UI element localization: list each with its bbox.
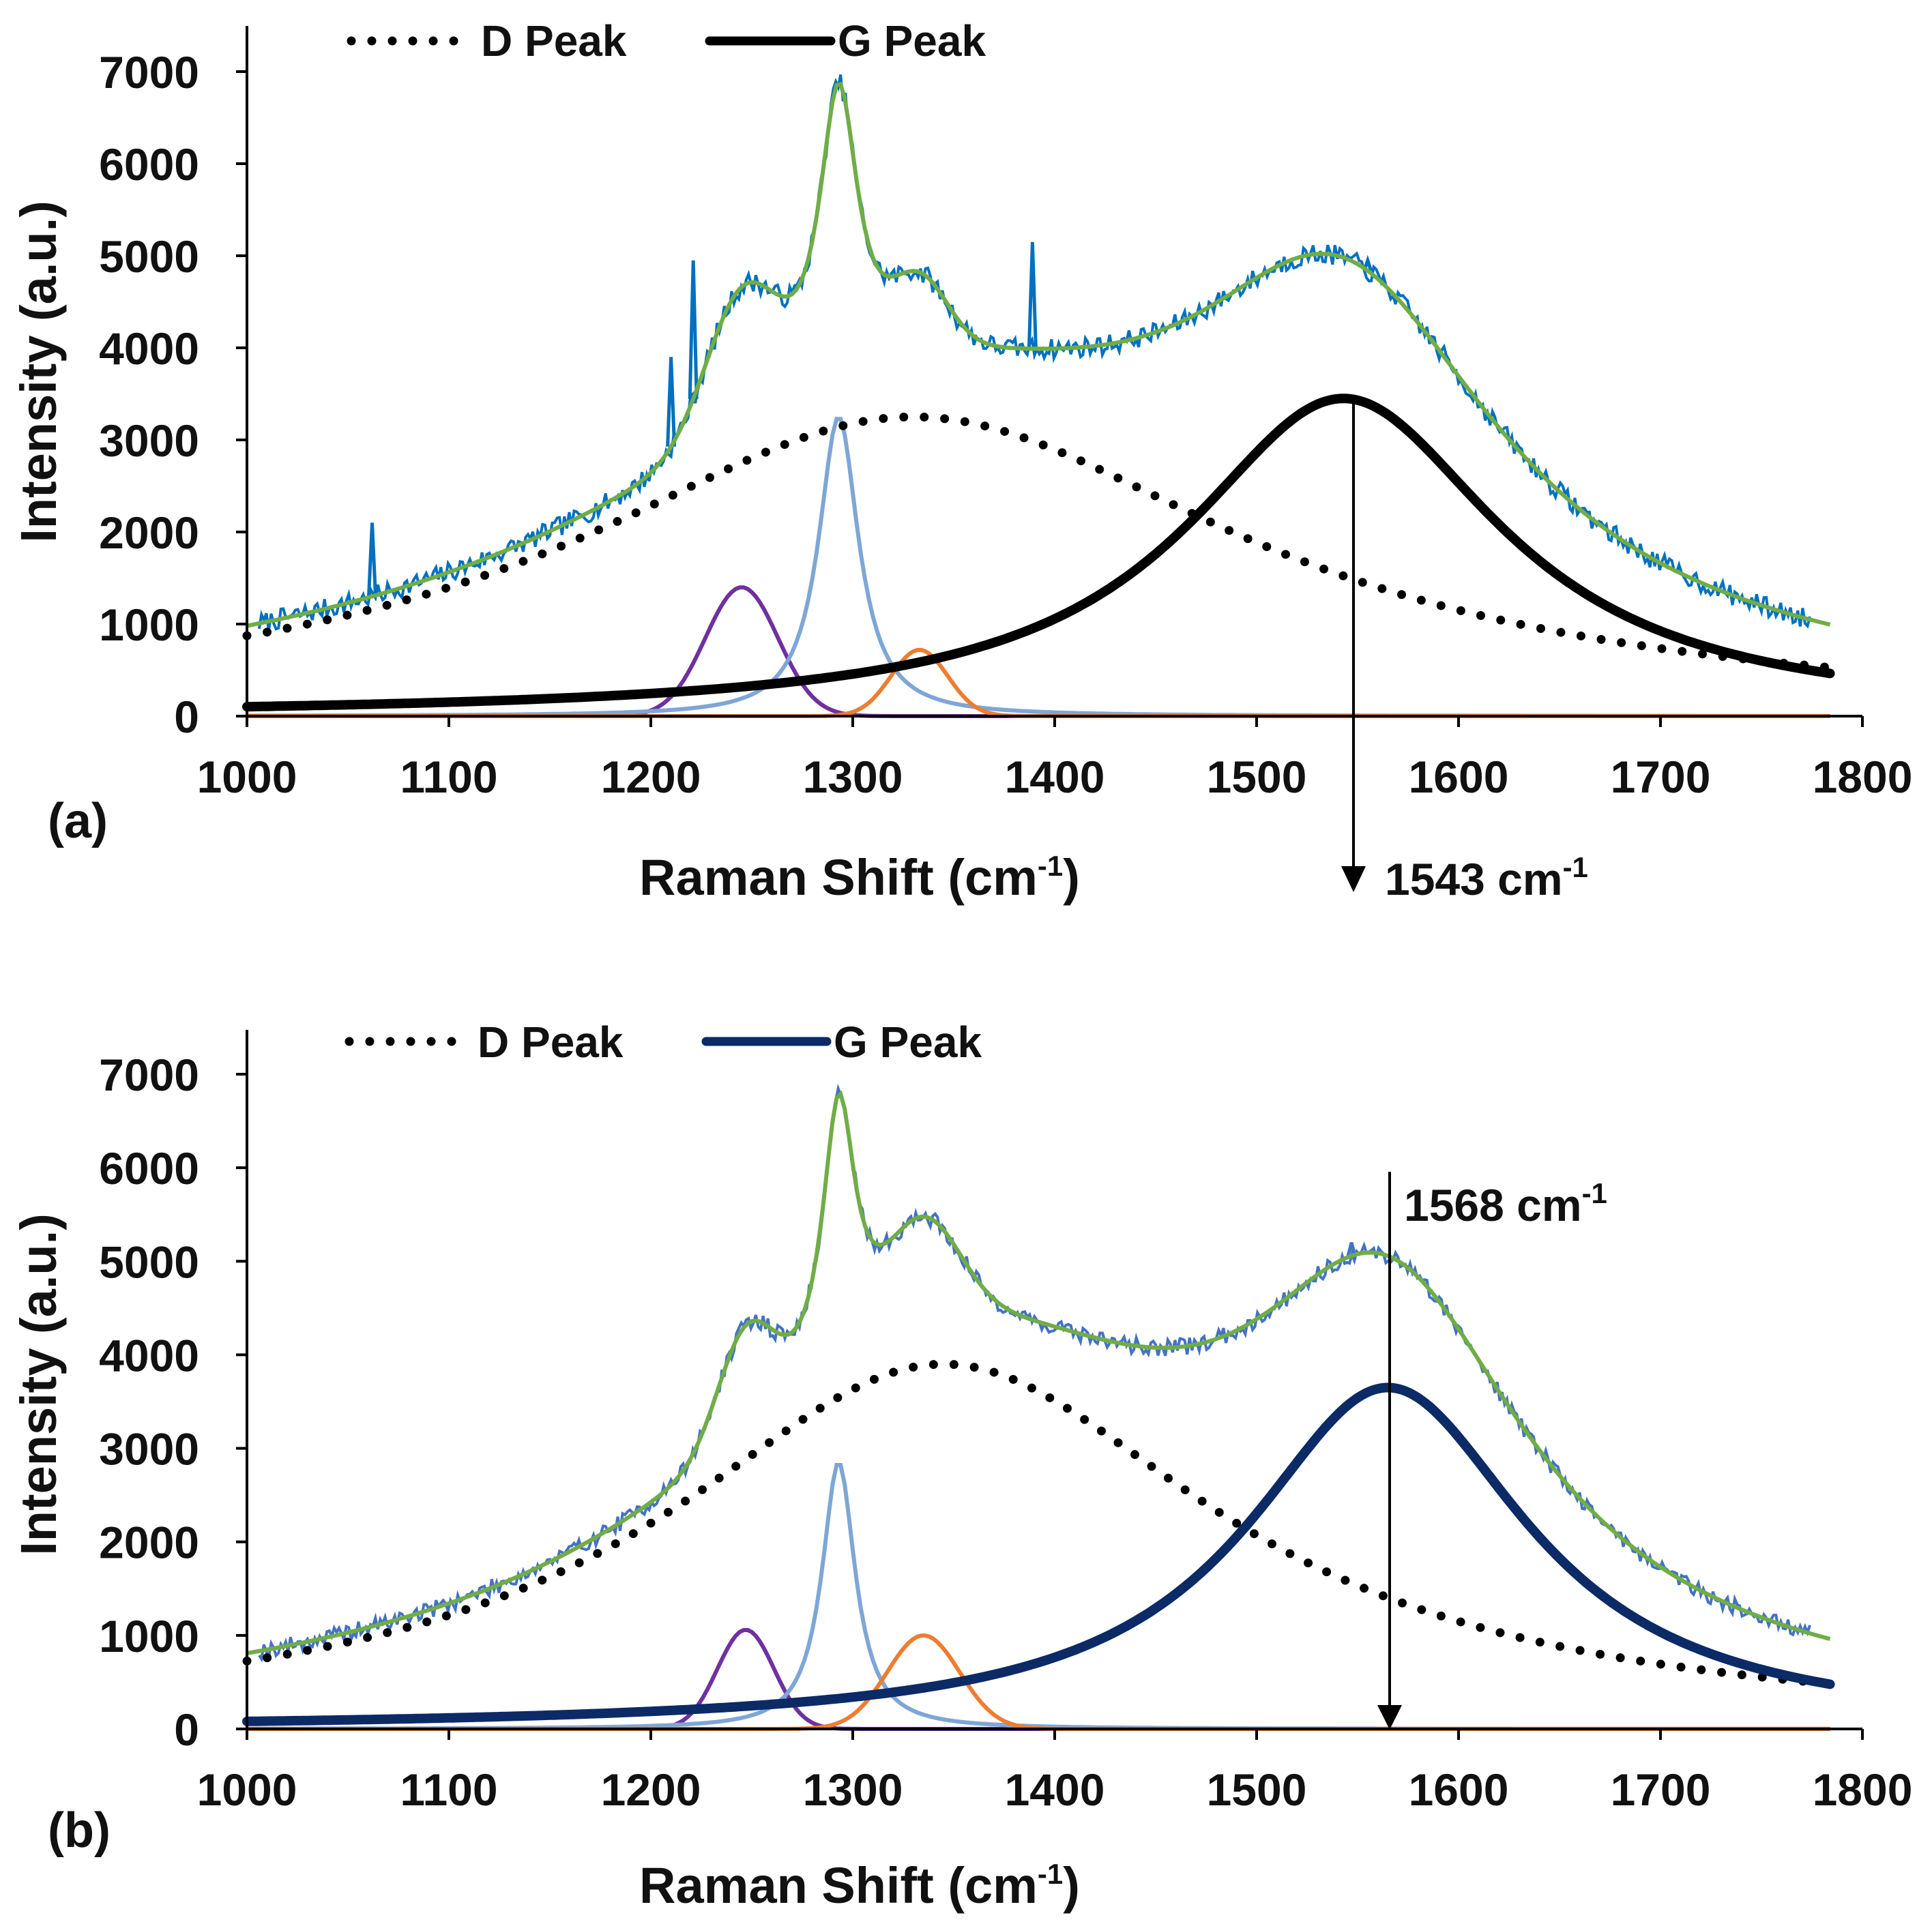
panel-b-annotation-arrowhead [1377, 1705, 1402, 1730]
series-measured [257, 74, 1811, 631]
panel-a-annotation-label: 1543 cm-1 [1385, 851, 1588, 904]
panel-b-label: (b) [48, 1803, 111, 1858]
panel-a-annotation-arrowhead [1341, 866, 1366, 892]
y-tick-label: 5000 [99, 1237, 199, 1287]
series-fit [246, 1090, 1831, 1655]
legend-gpeak-label: G Peak [838, 16, 986, 65]
x-tick-label: 1500 [1207, 1764, 1307, 1815]
series-band-1333 [247, 648, 1830, 718]
panel-a: 1000 1100 1200 1300 1400 1500 1600 1700 1800 010… [10, 16, 1912, 906]
y-tick-label: 1000 [99, 600, 199, 650]
legend-dpeak-label: D Peak [478, 1018, 624, 1067]
x-tick-label: 1100 [400, 1764, 497, 1815]
x-tick-label: 1300 [803, 1764, 903, 1815]
legend-dpeak-label: D Peak [481, 16, 627, 65]
y-tick-label: 7000 [99, 1050, 199, 1100]
panel-b-peak-annotation: 1568 cm-1 [1377, 1172, 1607, 1730]
panel-a-y-axis-title: Intensity (a.u.) [10, 201, 67, 543]
x-tick-label: 1000 [197, 752, 297, 802]
measured-spike [367, 522, 377, 597]
panel-b-x-ticks: 1000 1100 1200 1300 1400 1500 1600 1700 1800 [197, 1729, 1913, 1815]
panel-a-x-axis-title: Raman Shift (cm-1) [639, 849, 1080, 906]
x-tick-label: 1800 [1813, 1764, 1913, 1815]
y-tick-label: 1000 [99, 1611, 199, 1661]
panel-b-annotation-label: 1568 cm-1 [1404, 1177, 1607, 1230]
panel-b-y-axis-title: Intensity (a.u.) [10, 1213, 67, 1556]
series-g-peak [242, 394, 1835, 712]
x-tick-label: 1200 [601, 752, 701, 802]
x-tick-label: 1600 [1409, 1764, 1509, 1815]
panel-a-y-ticks: 0 1000 2000 3000 4000 5000 6000 7000 [99, 47, 247, 742]
y-tick-label: 7000 [99, 47, 199, 98]
panel-a-legend: D Peak G Peak [347, 16, 986, 65]
y-tick-label: 2000 [99, 1518, 199, 1568]
x-tick-label: 1400 [1005, 1764, 1105, 1815]
x-tick-label: 1700 [1611, 752, 1711, 802]
x-tick-label: 1700 [1611, 1764, 1711, 1815]
y-tick-label: 0 [174, 1704, 199, 1755]
y-tick-label: 2000 [99, 507, 199, 558]
x-tick-label: 1200 [601, 1764, 701, 1815]
panel-a-x-ticks: 1000 1100 1200 1300 1400 1500 1600 1700 1800 [197, 716, 1913, 802]
x-tick-label: 1600 [1409, 752, 1509, 802]
series-d-peak [242, 1359, 1835, 1689]
y-tick-label: 6000 [99, 139, 199, 190]
y-tick-label: 0 [174, 692, 199, 742]
x-tick-label: 1500 [1207, 752, 1307, 802]
series-band-1293 [247, 417, 1830, 718]
series-band-1293 [247, 1463, 1830, 1731]
x-tick-label: 1400 [1005, 752, 1105, 802]
x-tick-label: 1300 [803, 752, 903, 802]
measured-spike [1346, 1242, 1357, 1256]
y-tick-label: 5000 [99, 231, 199, 282]
measured-spike [1027, 241, 1038, 349]
panel-a-label: (a) [48, 794, 108, 848]
panel-b-legend: D Peak G Peak [345, 1018, 982, 1067]
x-tick-label: 1000 [197, 1764, 297, 1815]
measured-spike [666, 357, 677, 447]
panel-b: 1000 1100 1200 1300 1400 1500 1600 1700 1800 010… [10, 1018, 1912, 1914]
measured-spike [688, 260, 699, 399]
panel-a-peak-annotation: 1543 cm-1 [1341, 399, 1588, 904]
y-tick-label: 6000 [99, 1143, 199, 1194]
panel-a-curves [242, 74, 1835, 718]
legend-gpeak-label: G Peak [834, 1018, 982, 1067]
y-tick-label: 3000 [99, 415, 199, 466]
series-fit [246, 81, 1831, 628]
x-tick-label: 1800 [1813, 752, 1913, 802]
y-tick-label: 4000 [99, 323, 199, 374]
y-tick-label: 4000 [99, 1330, 199, 1380]
panel-b-x-axis-title: Raman Shift (cm-1) [639, 1857, 1080, 1914]
y-tick-label: 3000 [99, 1424, 199, 1475]
panel-b-y-ticks: 0 1000 2000 3000 4000 5000 6000 7000 [99, 1050, 247, 1755]
series-g-peak [242, 1382, 1835, 1726]
x-tick-label: 1100 [400, 752, 497, 802]
